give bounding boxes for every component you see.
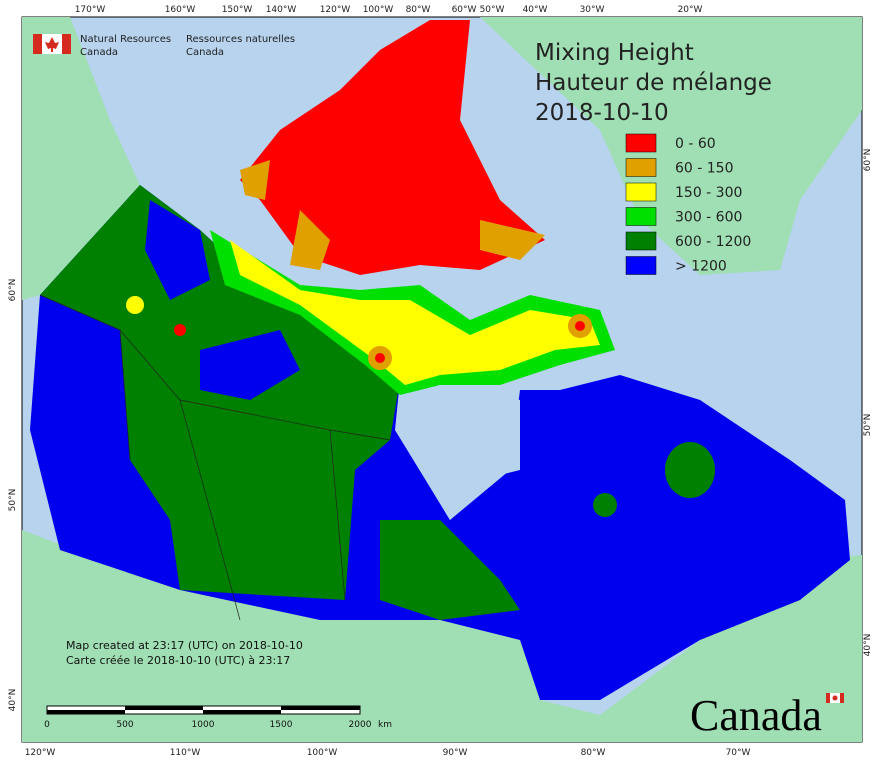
flag-bar [62, 34, 71, 54]
legend-label: 150 - 300 [675, 185, 742, 201]
graticule-left: 50°N [8, 489, 18, 512]
legend-label: 60 - 150 [675, 161, 734, 177]
title-line1: Mixing Height [535, 40, 694, 66]
created-fr: Carte créée le 2018-10-10 (UTC) à 23:17 [66, 654, 290, 667]
alaska [22, 17, 140, 300]
graticule-left: 60°N [8, 279, 18, 302]
quebec-600-1200 [665, 442, 715, 498]
graticule-bottom: 110°W [170, 748, 201, 758]
ontario-600-1200 [380, 520, 520, 620]
legend-label: > 1200 [675, 259, 727, 275]
graticule-right: 40°N [863, 634, 873, 657]
graticule-top: 100°W [363, 5, 394, 15]
graticule-bottom: 120°W [25, 748, 56, 758]
graticule-top: 60°W [452, 5, 477, 15]
scale-segment [47, 710, 125, 714]
graticule-bottom: 90°W [443, 748, 468, 758]
legend-swatch [625, 158, 657, 177]
scale-unit: km [378, 720, 392, 730]
scale-segment [281, 706, 360, 710]
graticule-top: 120°W [320, 5, 351, 15]
title-line2: Hauteur de mélange [535, 70, 772, 96]
graticule-top: 170°W [75, 5, 106, 15]
graticule-top: 30°W [580, 5, 605, 15]
graticule-top: 20°W [678, 5, 703, 15]
created-en: Map created at 23:17 (UTC) on 2018-10-10 [66, 639, 303, 652]
graticule-top: 160°W [165, 5, 196, 15]
legend-swatch [625, 207, 657, 226]
scale-label: 1500 [270, 720, 293, 730]
wordmark: Canada [690, 691, 822, 740]
legend-swatch [625, 256, 657, 275]
scale-label: 2000 [349, 720, 372, 730]
flag-bar [826, 693, 830, 703]
canada-wordmark-flag [826, 693, 844, 703]
flag-bar [33, 34, 42, 54]
legend-label: 0 - 60 [675, 136, 716, 152]
legend-swatch [625, 182, 657, 202]
scale-label: 500 [116, 720, 133, 730]
maple-leaf [45, 37, 59, 52]
greenland [480, 17, 862, 275]
legend-swatch [625, 231, 657, 251]
scale-label: 1000 [192, 720, 215, 730]
hotspot [174, 324, 186, 336]
hudson-bay [395, 380, 520, 520]
province-border [39, 294, 391, 621]
nrcan-logo [33, 34, 71, 54]
legend-label: 600 - 1200 [675, 234, 751, 250]
hotspot [126, 296, 144, 314]
land [22, 17, 862, 742]
agency-en: Canada [80, 47, 118, 58]
graticule-top: 80°W [406, 5, 431, 15]
legend-swatch [625, 133, 657, 153]
title-date: 2018-10-10 [535, 100, 669, 126]
graticule-right: 60°N [863, 149, 873, 172]
graticule-bottom: 100°W [307, 748, 338, 758]
flag-bar [840, 693, 844, 703]
graticule-top: 140°W [266, 5, 297, 15]
arctic-60-150 [240, 160, 545, 270]
usa [22, 530, 862, 742]
quebec-600-1200 [593, 493, 617, 517]
scale-label: 0 [44, 720, 50, 730]
arctic-0-60 [240, 20, 545, 275]
maple-leaf [832, 695, 838, 701]
graticule-top: 50°W [480, 5, 505, 15]
hotspot [575, 321, 585, 331]
graticule-bottom: 70°W [726, 748, 751, 758]
graticule-left: 40°N [8, 689, 18, 712]
scale-segment [125, 706, 203, 710]
graticule-bottom: 80°W [581, 748, 606, 758]
legend-label: 300 - 600 [675, 210, 742, 226]
canada-high-west [145, 200, 300, 400]
graticule-top: 150°W [222, 5, 253, 15]
arctic-150-300 [230, 240, 600, 385]
scale-bar [46, 705, 361, 715]
agency-fr: Canada [186, 47, 224, 58]
graticule-right: 50°N [863, 414, 873, 437]
hotspot [375, 353, 385, 363]
agency-en: Natural Resources [80, 34, 171, 45]
scale-segment [203, 710, 281, 714]
graticule-top: 40°W [523, 5, 548, 15]
agency-fr: Ressources naturelles [186, 34, 295, 45]
